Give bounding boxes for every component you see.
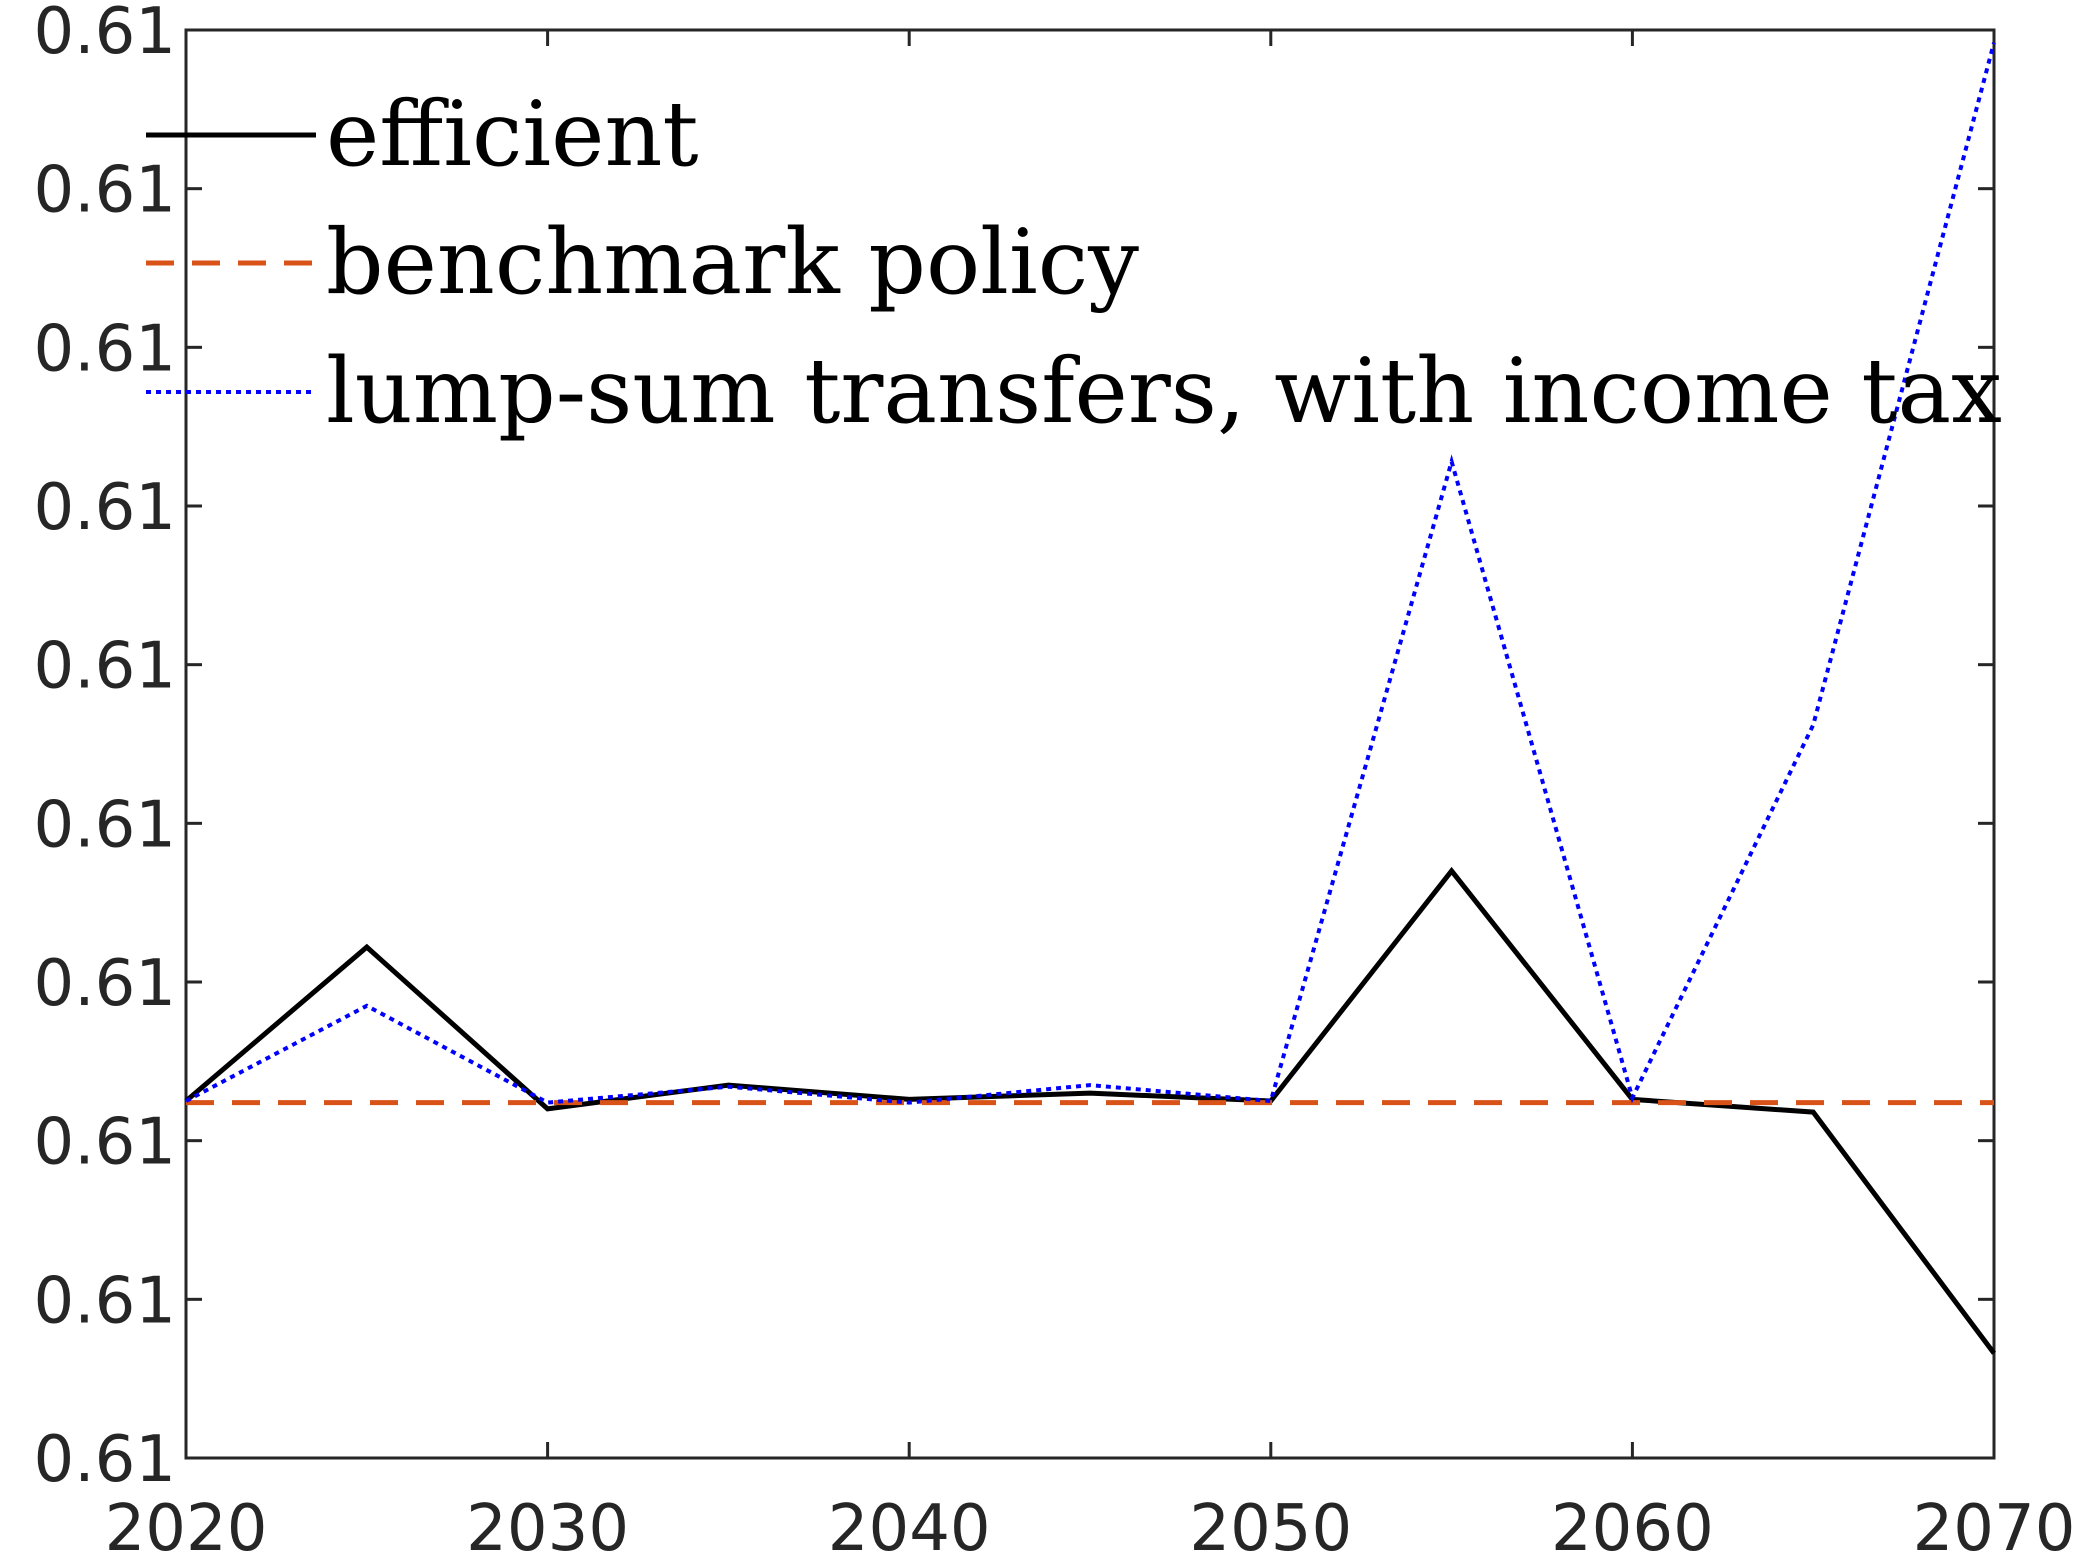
- legend-label: benchmark policy: [326, 210, 1139, 315]
- series-lines: [184, 42, 1997, 1355]
- x-tick-label: 2030: [466, 1492, 629, 1554]
- x-tick-label: 2070: [1913, 1492, 2076, 1554]
- x-tick-label: 2050: [1189, 1492, 1352, 1554]
- series-line-1: [184, 866, 1997, 1355]
- y-tick-label: 0.61: [34, 312, 177, 386]
- axis-ticks: [184, 28, 1996, 1460]
- legend-label: efficient: [326, 82, 699, 187]
- y-tick-label: 0.61: [34, 471, 177, 545]
- x-tick-label: 2020: [105, 1492, 268, 1554]
- x-tick-label: 2040: [828, 1492, 991, 1554]
- axis-tick-labels: 2020 2030 2040 2050 2060 2070 0.61 0.61 0.61 0.61…: [34, 0, 2076, 1554]
- y-tick-label: 0.61: [34, 0, 177, 69]
- legend: efficient benchmark policy lump-sum transf…: [146, 82, 2002, 444]
- x-tick-label: 2060: [1551, 1492, 1714, 1554]
- series-line-3: [185, 42, 1996, 1105]
- legend-label: lump-sum transfers, with income tax: [326, 339, 2002, 444]
- y-tick-label: 0.61: [34, 154, 177, 228]
- y-tick-label: 0.61: [34, 1106, 177, 1180]
- y-tick-label: 0.61: [34, 788, 177, 862]
- y-tick-label: 0.61: [34, 1264, 177, 1338]
- plot-frame: [184, 28, 1996, 1460]
- y-tick-label: 0.61: [34, 947, 177, 1021]
- y-tick-label: 0.61: [34, 1423, 177, 1497]
- y-tick-label: 0.61: [34, 630, 177, 704]
- plot-area: [184, 28, 1996, 1460]
